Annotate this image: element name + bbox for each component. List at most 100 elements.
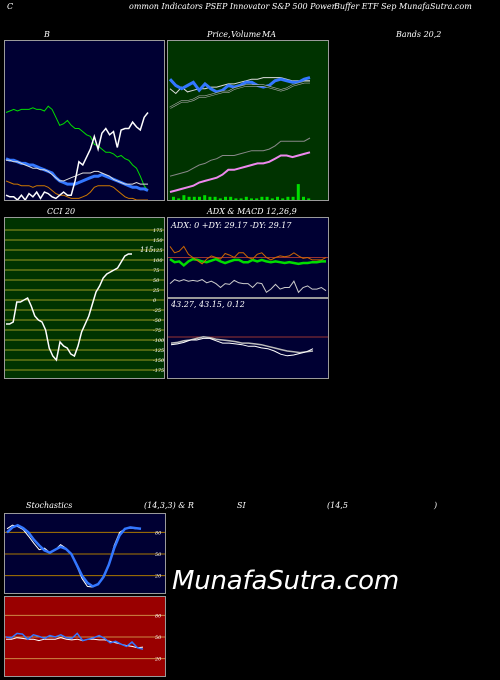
- cci-tick-label: -175: [153, 368, 164, 374]
- volume-bar: [208, 196, 212, 200]
- bb-price-line: [6, 159, 148, 185]
- rsi-chart: 80 50 20: [5, 613, 165, 663]
- macd-panel: 43.27, 43.15, 0.12: [167, 298, 329, 379]
- volume-bar: [187, 196, 191, 200]
- cci-tick-label: 150: [153, 238, 163, 244]
- adx-chart: [168, 245, 328, 294]
- volume-bar: [307, 198, 311, 200]
- cci-tick-label: 50: [153, 278, 160, 284]
- volume-bar: [182, 195, 186, 200]
- adx-title: ADX & MACD 12,26,9: [207, 207, 297, 216]
- stochastics-chart: 80 50 20: [5, 523, 165, 588]
- rsi-panel: 80 50 20: [4, 596, 166, 677]
- volume-bar: [286, 196, 290, 200]
- volume-bar: [218, 198, 222, 200]
- volume-bar: [296, 184, 300, 200]
- adx-panel: ADX: 0 +DY: 29.17 -DY: 29.17: [167, 217, 329, 298]
- watermark: MunafaSutra.com: [172, 566, 400, 596]
- rsi-tick-label: 80: [155, 613, 162, 619]
- stoch-tick-label: 50: [155, 552, 162, 558]
- volume-bar: [265, 196, 269, 200]
- price-panel: [167, 40, 329, 201]
- header-left: C: [7, 2, 14, 11]
- price-ma-long-line: [169, 137, 311, 177]
- volume-bar: [192, 196, 196, 200]
- cci-tick-label: 125: [153, 248, 163, 254]
- stoch-title-b: (14,3,3) & R: [144, 501, 194, 510]
- stoch-d-line: [6, 523, 142, 588]
- volume-bar: [270, 198, 274, 200]
- stoch-title-a: Stochastics: [26, 501, 73, 510]
- macd-chart: [168, 336, 328, 357]
- volume-bar: [244, 196, 248, 200]
- cci-panel: 175 150 125 100 75 50 25 0 -25 -50 -75 -100 -125 -150…: [4, 217, 165, 379]
- cci-value-label: 115: [140, 246, 154, 254]
- price-title-c: MA: [262, 30, 276, 39]
- volume-bar: [291, 196, 295, 200]
- price-ma-short-line: [168, 76, 311, 94]
- cci-chart: 175 150 125 100 75 50 25 0 -25 -50 -75 -100 -125 -150…: [5, 228, 164, 374]
- volume-bar: [177, 198, 181, 200]
- volume-bar: [281, 198, 285, 200]
- volume-bar: [276, 196, 279, 200]
- volume-bar: [224, 196, 227, 200]
- volume-bar: [260, 196, 264, 200]
- volume-bar: [203, 195, 207, 200]
- header-right: Buffer ETF Sep MunafaSutra.com: [334, 2, 472, 11]
- cci-tick-label: 175: [153, 228, 163, 234]
- price-close-line: [169, 77, 310, 95]
- price-ma-mid-line: [169, 81, 310, 109]
- cci-tick-label: -125: [153, 348, 164, 354]
- price-title-b: Volume: [231, 30, 261, 39]
- volume-bar: [250, 198, 253, 200]
- stoch-title-e: ): [434, 501, 438, 510]
- stoch-tick-label: 80: [155, 530, 162, 536]
- rsi-line: [5, 632, 144, 650]
- rsi-tick-label: 50: [155, 635, 162, 641]
- macd-info: 43.27, 43.15, 0.12: [171, 300, 245, 309]
- stoch-title-d: (14,5: [327, 501, 348, 510]
- cci-tick-label: 25: [152, 288, 159, 294]
- stoch-tick-label: 20: [154, 574, 162, 580]
- adx-line: [169, 279, 327, 294]
- volume-bar: [302, 196, 305, 200]
- bands-title: Bands 20,2: [396, 30, 442, 39]
- adx-plus-line: [169, 257, 326, 268]
- volume-bar: [172, 196, 175, 200]
- bollinger-panel: [4, 40, 165, 201]
- bollinger-title: B: [44, 30, 50, 39]
- volume-bar: [198, 196, 201, 200]
- cci-tick-label: -25: [153, 308, 161, 314]
- macd-signal-line: [170, 336, 314, 354]
- rsi-tick-label: 20: [154, 657, 162, 663]
- cci-tick-label: -75: [153, 328, 161, 334]
- cci-tick-label: 0: [153, 298, 157, 304]
- price-chart: [168, 76, 311, 200]
- adx-minus-line: [169, 245, 327, 265]
- cci-tick-label: 100: [153, 258, 163, 264]
- price-ma-longest-line: [169, 151, 311, 193]
- macd-line: [170, 337, 314, 357]
- cci-line: [6, 253, 132, 362]
- price-ma-mid-inner: [169, 81, 310, 109]
- cci-tick-label: -100: [153, 338, 164, 344]
- adx-info: ADX: 0 +DY: 29.17 -DY: 29.17: [171, 221, 292, 230]
- bb-close-line: [5, 112, 149, 200]
- cci-title: CCI 20: [47, 207, 76, 216]
- header-title: ommon Indicators PSEP Innovator S&P 500 …: [129, 2, 336, 11]
- cci-tick-label: -150: [153, 358, 164, 364]
- price-title-a: Price,: [207, 30, 231, 39]
- bb-upper-line: [5, 105, 149, 191]
- volume-bar: [255, 198, 259, 200]
- cci-tick-label: 75: [153, 268, 159, 274]
- stochastics-panel: 80 50 20: [4, 513, 166, 594]
- volume-bar: [239, 198, 243, 200]
- volume-bar: [229, 196, 233, 200]
- bollinger-chart: [5, 105, 149, 200]
- volume-bar: [213, 196, 217, 200]
- volume-bar: [234, 198, 238, 200]
- stoch-title-c: SI: [237, 501, 246, 510]
- cci-tick-label: -50: [153, 318, 162, 324]
- bb-lower-line: [5, 180, 148, 200]
- rsi-smooth-line: [6, 637, 144, 649]
